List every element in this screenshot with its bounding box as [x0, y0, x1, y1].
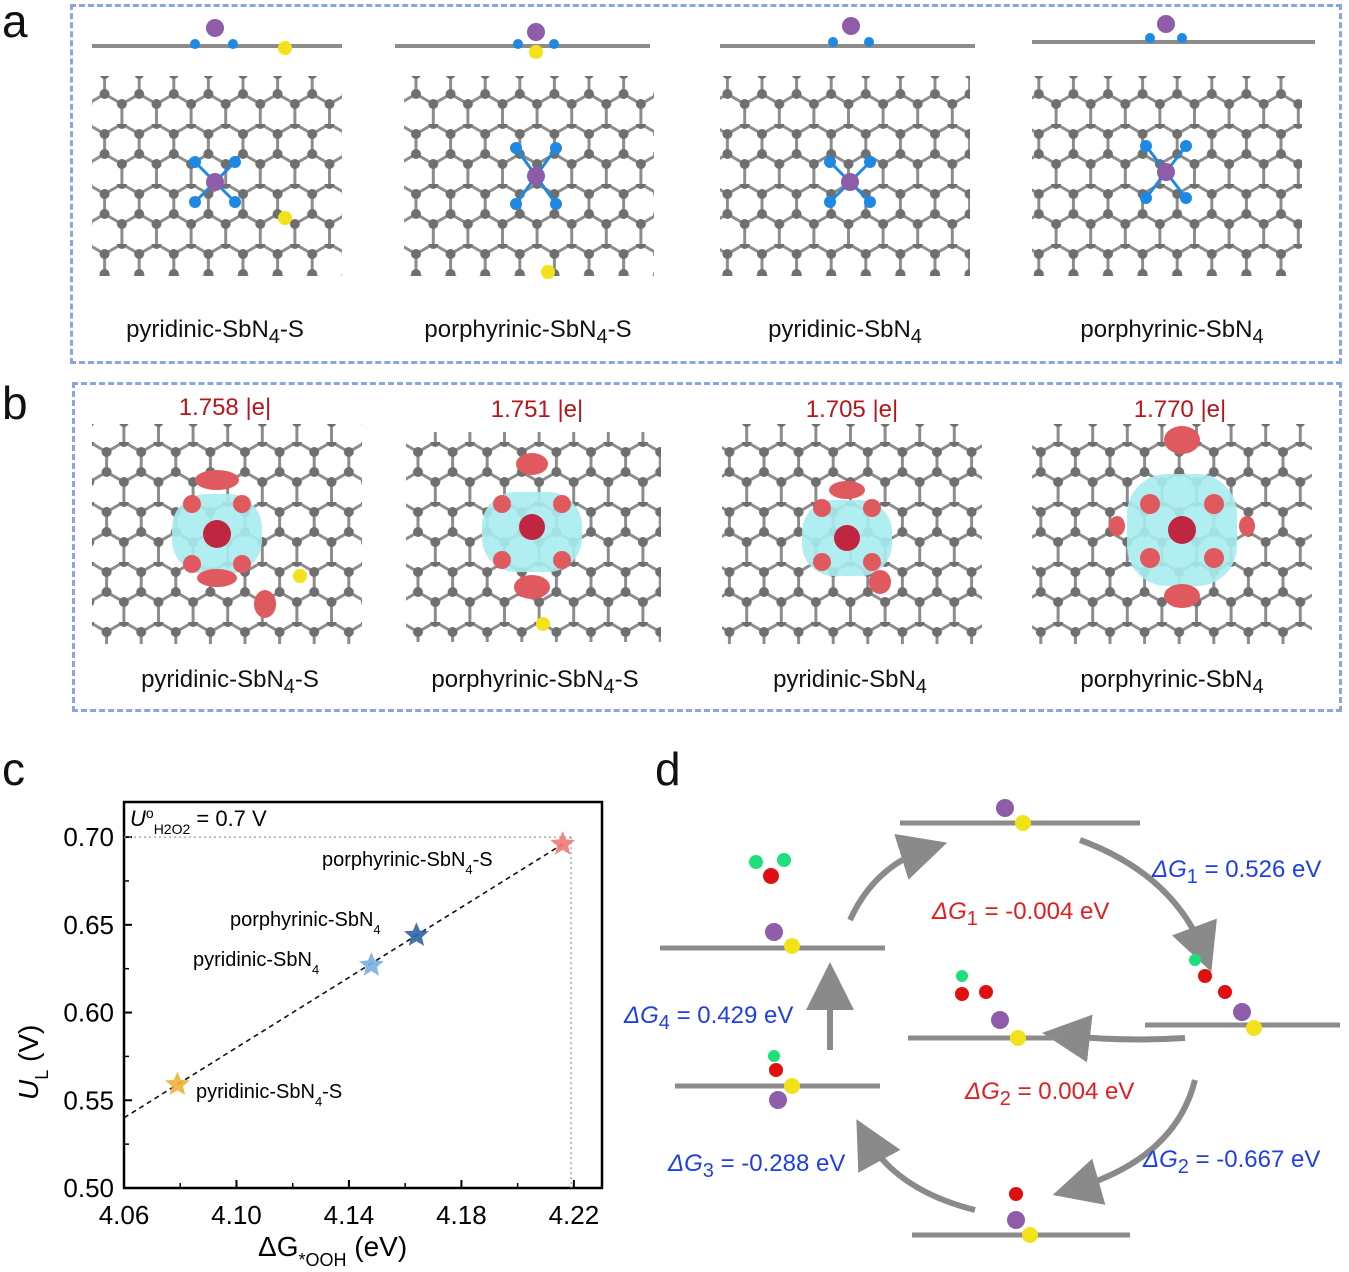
panel-b-structures — [92, 424, 1312, 644]
y-tick-label: 0.65 — [63, 910, 114, 940]
x-tick-label: 4.06 — [99, 1200, 150, 1230]
center-4 — [1140, 140, 1192, 204]
x-axis-title: ΔG*OOH (eV) — [258, 1231, 407, 1270]
y-tick-label: 0.60 — [63, 998, 114, 1028]
charge-label-2: 1.751 |e| — [490, 396, 584, 423]
x-tick-label: 4.14 — [324, 1200, 375, 1230]
data-point-star — [359, 952, 384, 976]
dg3-outer-label: ΔG3 = -0.288 eV — [668, 1150, 846, 1182]
point-label-pyridinic-sbn4: pyridinic-SbN4 — [193, 949, 319, 977]
structure-label-a4: porphyrinic-SbN4 — [1080, 316, 1264, 348]
data-points — [165, 831, 575, 1095]
structure-label-a1: pyridinic-SbN4-S — [126, 316, 304, 348]
x-tick-label: 4.22 — [549, 1200, 600, 1230]
x-axis-ticks: 4.06 4.10 4.14 4.18 4.22 — [99, 1180, 599, 1230]
panel-d-letter: d — [655, 743, 681, 795]
arrow-inner — [1042, 1014, 1186, 1063]
dg2-inner-label: ΔG2 = 0.004 eV — [965, 1078, 1135, 1110]
charge-density-3 — [802, 481, 892, 594]
panel-b-box — [72, 382, 1342, 712]
y-tick-label: 0.70 — [63, 822, 114, 852]
structure-label-a3: pyridinic-SbN4 — [768, 316, 922, 348]
x-tick-label: 4.10 — [211, 1200, 262, 1230]
panel-a-structures — [92, 15, 1315, 279]
y-axis-ticks: 0.50 0.55 0.60 0.65 0.70 — [63, 822, 132, 1203]
reaction-cycle — [660, 799, 1340, 1243]
center-3 — [824, 156, 876, 208]
charge-density-1 — [172, 470, 307, 618]
charge-label-4: 1.770 |e| — [1133, 396, 1227, 423]
arrow-step-3-to-4 — [856, 1119, 976, 1213]
y-axis-title: UL (V) — [13, 1025, 52, 1100]
dg4-outer-label: ΔG4 = 0.429 eV — [624, 1002, 794, 1034]
plot-frame — [122, 800, 604, 1190]
charge-density-2 — [482, 453, 582, 631]
structure-label-b4: porphyrinic-SbN4 — [1080, 666, 1264, 698]
panel-a-letter: a — [2, 0, 28, 47]
structure-label-a2: porphyrinic-SbN4-S — [424, 316, 632, 348]
structure-ooh-center — [908, 970, 1060, 1046]
fit-line — [123, 843, 564, 1119]
structure-o-bottom — [912, 1187, 1130, 1243]
dg2-outer-label: ΔG2 = -0.667 eV — [1143, 1146, 1321, 1178]
structure-top — [900, 799, 1140, 831]
structure-o2 — [660, 853, 885, 954]
side-view-4 — [1032, 15, 1315, 44]
data-point-star — [165, 1071, 190, 1095]
reference-label: UoH2O2 = 0.7 V — [130, 805, 267, 837]
arrow-step-1-to-2 — [1078, 837, 1217, 972]
structure-ooh-right — [1145, 954, 1340, 1036]
point-label-pyridinic-sbn4-s: pyridinic-SbN4-S — [196, 1081, 342, 1109]
panel-b-letter: b — [2, 377, 28, 429]
data-point-star — [404, 922, 429, 946]
side-view-3 — [720, 17, 975, 48]
y-tick-label: 0.55 — [63, 1085, 114, 1115]
dg1-inner-label: ΔG1 = -0.004 eV — [932, 898, 1110, 930]
cycle-arrows — [806, 833, 1217, 1213]
charge-label-3: 1.705 |e| — [805, 396, 899, 423]
center-1 — [189, 156, 292, 225]
point-label-porphyrinic-sbn4-s: porphyrinic-SbN4-S — [322, 849, 493, 877]
arrow-step-4-to-1 — [847, 833, 948, 922]
dg1-outer-label: ΔG1 = 0.526 eV — [1152, 856, 1322, 888]
data-point-star — [550, 831, 575, 855]
arrow-step-2-to-3 — [1052, 1079, 1198, 1205]
panel-c-letter: c — [2, 743, 25, 795]
structure-label-b2: porphyrinic-SbN4-S — [431, 666, 639, 698]
structure-oh-left — [675, 1050, 880, 1109]
panel-a-box — [70, 4, 1342, 364]
side-view-1 — [92, 19, 342, 55]
charge-label-1: 1.758 |e| — [178, 394, 272, 421]
point-label-porphyrinic-sbn4: porphyrinic-SbN4 — [230, 909, 381, 937]
structure-label-b1: pyridinic-SbN4-S — [141, 666, 319, 698]
ul-vs-dg-chart: 0.50 0.55 0.60 0.65 0.70 4.06 4.10 4.14 4.18 4.2… — [13, 800, 604, 1270]
center-2 — [510, 142, 562, 279]
structure-label-b3: pyridinic-SbN4 — [773, 666, 927, 698]
charge-density-4 — [1109, 426, 1255, 608]
y-tick-label: 0.50 — [63, 1173, 114, 1203]
side-view-2 — [395, 23, 650, 59]
x-tick-label: 4.18 — [436, 1200, 487, 1230]
